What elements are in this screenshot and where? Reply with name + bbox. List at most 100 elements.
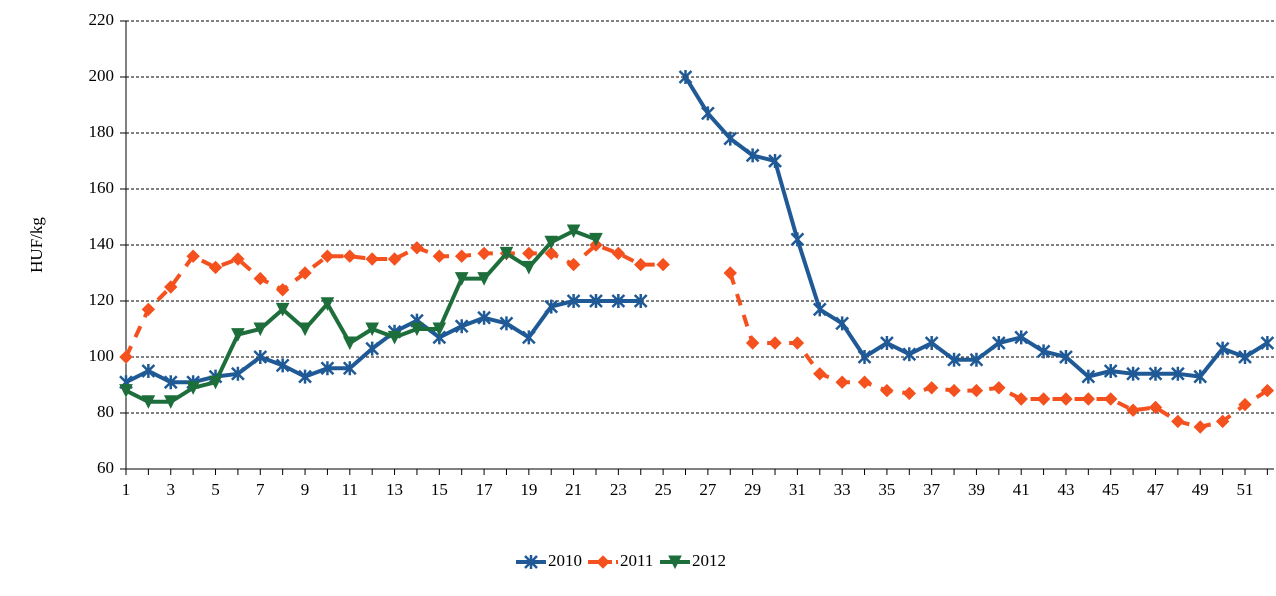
data-point bbox=[141, 395, 156, 409]
data-point bbox=[1215, 414, 1230, 429]
data-point bbox=[633, 294, 648, 308]
data-point bbox=[880, 336, 894, 350]
data-point bbox=[275, 358, 290, 373]
data-point bbox=[723, 266, 737, 280]
data-point bbox=[1036, 392, 1051, 406]
data-point bbox=[432, 322, 447, 337]
legend-marker bbox=[668, 555, 682, 570]
data-point bbox=[544, 235, 559, 250]
x-tick-label: 45 bbox=[1102, 480, 1119, 499]
data-point bbox=[723, 131, 738, 146]
data-point bbox=[1238, 397, 1252, 412]
data-point bbox=[634, 257, 648, 272]
data-point bbox=[566, 224, 581, 239]
data-point bbox=[298, 266, 312, 280]
data-point bbox=[857, 375, 872, 389]
y-tick-label: 100 bbox=[89, 346, 115, 365]
data-point bbox=[275, 283, 290, 297]
data-point bbox=[342, 336, 357, 351]
data-point bbox=[387, 330, 402, 345]
data-point bbox=[1193, 369, 1208, 384]
x-tick-label: 21 bbox=[565, 480, 582, 499]
data-point bbox=[1171, 414, 1185, 429]
data-point bbox=[410, 241, 424, 255]
legend-marker bbox=[524, 555, 538, 569]
data-point bbox=[1103, 364, 1118, 378]
series-line bbox=[125, 229, 597, 404]
data-point bbox=[835, 375, 849, 389]
x-tick-label: 15 bbox=[431, 480, 448, 499]
x-tick-label: 25 bbox=[655, 480, 672, 499]
x-tick-label: 31 bbox=[789, 480, 806, 499]
x-tick-label: 33 bbox=[834, 480, 851, 499]
x-tick-label: 17 bbox=[476, 480, 494, 499]
x-tick-label: 11 bbox=[342, 480, 358, 499]
x-tick-label: 29 bbox=[744, 480, 761, 499]
data-point bbox=[969, 383, 984, 398]
data-point bbox=[835, 316, 850, 331]
data-point bbox=[544, 299, 559, 314]
y-axis-label: HUF/kg bbox=[27, 217, 46, 273]
data-point bbox=[477, 272, 491, 286]
data-point bbox=[745, 336, 760, 350]
data-point bbox=[208, 375, 223, 390]
data-point bbox=[745, 148, 760, 163]
x-tick-label: 23 bbox=[610, 480, 627, 499]
y-tick-label: 140 bbox=[89, 234, 115, 253]
data-point bbox=[343, 249, 357, 263]
data-point bbox=[164, 280, 178, 294]
legend-marker bbox=[596, 555, 610, 569]
series-line bbox=[125, 75, 1269, 385]
data-point bbox=[499, 246, 514, 261]
data-point bbox=[141, 302, 156, 317]
data-point bbox=[991, 336, 1006, 350]
data-point bbox=[432, 249, 447, 263]
data-point bbox=[1081, 369, 1096, 384]
data-point bbox=[1215, 341, 1230, 356]
data-point bbox=[678, 70, 693, 84]
data-point bbox=[790, 336, 805, 350]
series-line bbox=[124, 243, 1269, 429]
data-point bbox=[119, 350, 133, 364]
data-point bbox=[231, 366, 245, 381]
data-point bbox=[768, 154, 782, 168]
data-point bbox=[275, 302, 290, 317]
x-tick-label: 7 bbox=[256, 480, 265, 499]
data-point bbox=[1148, 366, 1163, 381]
x-tick-label: 39 bbox=[968, 480, 985, 499]
legend-label: 2011 bbox=[620, 551, 653, 570]
data-point bbox=[947, 383, 961, 398]
data-point bbox=[499, 316, 514, 331]
data-point bbox=[119, 384, 133, 398]
data-point bbox=[902, 347, 917, 362]
x-tick-label: 43 bbox=[1057, 480, 1074, 499]
data-point bbox=[253, 271, 267, 286]
data-point bbox=[992, 381, 1006, 395]
data-point bbox=[1014, 330, 1029, 345]
data-point bbox=[812, 302, 827, 317]
data-point bbox=[231, 252, 245, 266]
data-point bbox=[1081, 392, 1096, 406]
data-point bbox=[1193, 420, 1207, 434]
data-point bbox=[969, 352, 984, 367]
data-point bbox=[566, 294, 581, 308]
data-point bbox=[1238, 350, 1252, 364]
y-tick-label: 220 bbox=[89, 10, 115, 29]
y-tick-label: 80 bbox=[97, 402, 114, 421]
x-tick-label: 9 bbox=[301, 480, 310, 499]
data-point bbox=[454, 272, 469, 286]
data-point bbox=[902, 386, 917, 401]
data-point bbox=[253, 350, 268, 364]
data-point bbox=[1059, 350, 1073, 364]
legend-label: 2010 bbox=[548, 551, 582, 570]
x-tick-label: 51 bbox=[1237, 480, 1254, 499]
data-point bbox=[566, 257, 581, 272]
y-tick-label: 200 bbox=[89, 66, 115, 85]
data-point bbox=[365, 322, 379, 337]
data-point bbox=[365, 341, 380, 356]
x-tick-label: 41 bbox=[1013, 480, 1030, 499]
data-point bbox=[1036, 344, 1051, 359]
data-point bbox=[342, 361, 357, 376]
x-tick-label: 37 bbox=[923, 480, 941, 499]
